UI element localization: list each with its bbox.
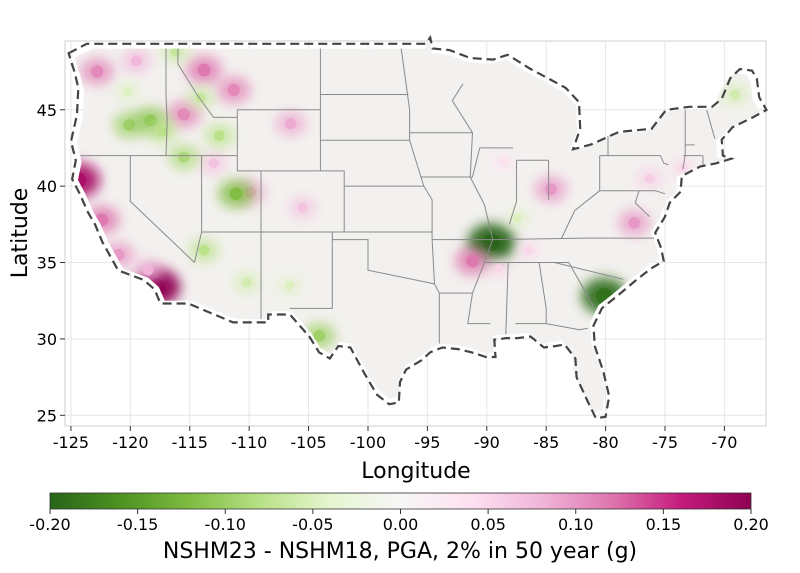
x-tick-label: -125 [53,433,89,452]
y-tick-label: 45 [37,101,57,120]
anomaly-core [499,157,508,166]
state-border [332,239,435,285]
state-border [599,190,666,195]
anomaly-core [313,330,326,342]
anomaly-core [195,92,206,103]
state-border [400,48,433,240]
state-border [492,237,655,241]
anomaly-core [494,264,504,274]
state-boundaries [80,48,716,344]
colorbar [49,492,752,510]
y-tick-label: 25 [37,406,57,425]
y-tick-label: 35 [37,254,57,273]
colorbar-tick-label: 0.05 [470,515,506,534]
state-border [546,323,588,331]
state-border [165,48,168,156]
anomaly-core [242,277,252,288]
anomaly-core [123,119,136,131]
state-border [129,155,195,263]
state-border [261,170,345,232]
colorbar-tick-label: -0.15 [117,515,158,534]
x-tick-label: -80 [593,433,619,452]
y-tick-label: 30 [37,330,57,349]
state-border [561,210,576,239]
state-border [505,262,509,335]
anomaly-core [229,187,243,201]
anomaly-core [644,173,655,184]
anomaly-core [285,280,295,290]
conus-land-area [74,42,761,413]
colorbar-tick-label: 0.15 [646,515,682,534]
colorbar-tick-label: -0.05 [292,515,333,534]
anomaly-core [466,254,479,268]
state-border [289,232,333,309]
x-tick-label: -120 [112,433,148,452]
y-axis-title: Latitude [8,188,33,279]
anomaly-core [198,244,210,256]
colorbar-tick-label: 0.10 [558,515,594,534]
anomaly-core [227,83,240,97]
state-border [420,147,481,178]
x-tick-label: -85 [533,433,559,452]
anomaly-core [208,158,219,169]
y-axis-ticks: 25 30 35 40 45 [37,101,65,425]
x-tick-label: -70 [711,433,737,452]
state-border [236,109,261,172]
anomaly-core [123,86,133,96]
anomaly-core [513,213,523,223]
anomaly-core [178,151,190,163]
state-border [706,109,716,139]
model-boundary-dashed [67,34,769,420]
x-tick-label: -115 [172,433,208,452]
x-tick-label: -100 [350,433,386,452]
colorbar-tick-label: 0.20 [733,515,769,534]
colorbar-title: NSHM23 - NSHM18, PGA, 2% in 50 year (g) [163,539,637,564]
x-tick-label: -75 [652,433,678,452]
state-border [508,160,517,225]
anomaly-core [142,264,154,276]
x-tick-label: -95 [414,433,440,452]
anomaly-core [90,65,104,78]
anomaly-core [545,183,557,196]
anomaly-core [197,63,211,77]
anomaly-core [214,130,225,142]
anomaly-core [177,108,190,121]
colorbar-tick-label: -0.20 [29,515,70,534]
colorbar-tick-label: 0.00 [383,515,419,534]
anomaly-core [730,89,740,100]
x-tick-label: -105 [290,433,326,452]
x-tick-label: -110 [231,433,267,452]
anomaly-core [285,117,297,130]
state-border [515,262,547,325]
state-border [599,155,669,166]
state-border [177,48,238,118]
state-border [634,190,650,218]
x-axis-ticks: -125 -120 -115 -110 -105 -100 -95 -90 -85 -80 -75 -… [53,426,737,452]
colorbar-ticks: -0.20 -0.15 -0.10 -0.05 0.00 0.05 0.10 0.15 0.20 [29,509,769,534]
anomaly-core [523,245,533,255]
anomaly-core [130,55,142,67]
x-axis-title: Longitude [361,459,470,484]
y-tick-label: 40 [37,177,57,196]
anomaly-core [157,125,168,137]
anomaly-core [628,216,640,229]
state-border [451,83,494,325]
colorbar-tick-label: -0.10 [205,515,246,534]
state-border [568,262,595,308]
anomaly-core [297,202,308,213]
x-tick-label: -90 [474,433,500,452]
state-border [554,262,624,280]
state-border [431,239,440,344]
